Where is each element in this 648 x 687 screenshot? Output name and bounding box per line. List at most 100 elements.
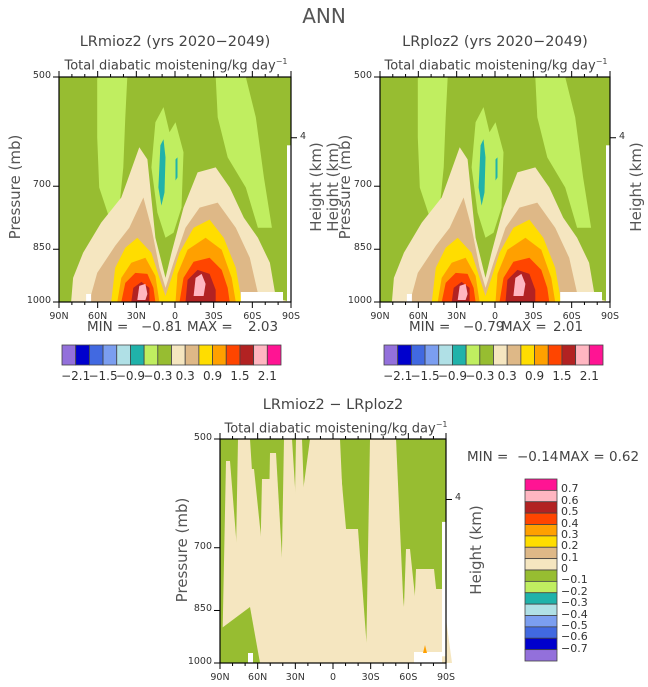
colorbar-label: 0.4 [561, 516, 579, 530]
colorbar-swatch [524, 501, 558, 514]
colorbar-label: −1.5 [410, 369, 440, 383]
subtitle-text: Total diabatic moistening/kg day [224, 421, 436, 437]
contour-level-neg0.2 [535, 77, 592, 228]
contour-level-0.7 [193, 273, 206, 296]
contour-level-0.4 [423, 645, 427, 653]
contour-level-0.7 [457, 283, 468, 300]
y-axis-label-right-outer: Height (km) [627, 142, 645, 232]
x-tick-label: 90N [49, 311, 69, 322]
colorbar-swatch [547, 344, 563, 366]
subtitle-superscript: −1 [275, 57, 288, 66]
min-label: MIN = [409, 319, 451, 335]
colorbar-label: 0.2 [561, 539, 579, 553]
colorbar-swatch [524, 489, 558, 503]
colorbar-swatch [212, 344, 227, 366]
y-tick-label: 700 [32, 179, 51, 191]
x-tick-label: 60N [88, 311, 108, 322]
colorbar-label: 0.3 [561, 527, 579, 541]
subtitle-text: Total diabatic moistening/kg day [64, 58, 276, 74]
max-value: 2.03 [248, 319, 279, 335]
colorbar-swatch [479, 344, 494, 366]
missing-data-region [248, 653, 253, 663]
y-tick-label: 500 [32, 70, 51, 81]
contour-plot [214, 433, 452, 669]
missing-data-region [86, 294, 92, 302]
min-value: −0.81 [141, 319, 183, 335]
panel-title: LRploz2 (yrs 2020−2049) [402, 34, 588, 50]
colorbar-swatch [383, 344, 399, 366]
x-tick-label: 0 [329, 672, 337, 683]
y-tick-label: 500 [353, 70, 372, 81]
colorbar-swatch [524, 603, 558, 616]
colorbar-swatch [253, 344, 268, 366]
x-tick-label: 60S [399, 672, 418, 683]
contour-level-0.1 [378, 439, 410, 663]
colorbar-swatch [239, 344, 255, 366]
colorbar-swatch [61, 344, 77, 366]
panel-title: LRmioz2 (yrs 2020−2049) [79, 34, 271, 50]
colorbar-label: 0.3 [175, 369, 195, 383]
colorbar-swatch [506, 344, 522, 366]
colorbar-swatch [130, 344, 145, 366]
colorbar-swatch [524, 558, 558, 571]
missing-data-region [414, 652, 442, 663]
x-tick-label: 30N [447, 311, 467, 322]
contour-level-0.1 [426, 589, 452, 663]
missing-data-region [606, 145, 610, 302]
min-value: −0.79 [463, 319, 505, 335]
figure-title: ANN [302, 4, 346, 28]
colorbar-label: −0.9 [115, 369, 145, 383]
y-tick-label: 700 [193, 540, 212, 552]
max-value: 0.62 [609, 449, 640, 465]
colorbar-label: −0.5 [561, 618, 588, 632]
colorbar-label: −0.1 [561, 573, 588, 587]
colorbar-swatch [524, 569, 558, 582]
colorbar-label: −2.1 [61, 369, 91, 383]
x-tick-label: 0 [171, 311, 179, 322]
colorbar-vertical [524, 478, 558, 662]
colorbar-swatch [493, 344, 508, 366]
y-tick-label: 850 [353, 242, 372, 254]
colorbar-label: −2.1 [383, 369, 413, 383]
colorbar-swatch [143, 344, 159, 366]
colorbar-swatch [198, 344, 213, 366]
missing-data-region [287, 145, 291, 302]
subtitle-superscript: −1 [595, 57, 608, 66]
x-tick-label: 60N [408, 311, 428, 322]
x-tick-label: 30N [126, 311, 146, 322]
colorbar-swatch [397, 344, 412, 366]
contour-level-0.7 [513, 273, 526, 296]
colorbar [61, 344, 282, 366]
colorbar-swatch [88, 344, 104, 366]
x-tick-label: 30S [524, 311, 543, 322]
colorbar-swatch [524, 592, 558, 605]
x-tick-label: 90S [436, 672, 456, 683]
subtitle-text: Total diabatic moistening/kg day [384, 58, 596, 74]
panel-title: LRmioz2 − LRploz2 [262, 397, 404, 413]
colorbar-label: 1.5 [552, 369, 572, 383]
colorbar-swatch [575, 344, 590, 366]
contour-level-neg0.1 [220, 607, 260, 663]
contour-level-0.1 [292, 439, 344, 663]
y-axis-label-right: Height (km) [467, 505, 485, 595]
colorbar-swatch [524, 649, 558, 662]
colorbar-swatch [171, 344, 186, 366]
colorbar-swatch [534, 344, 549, 366]
colorbar-label: −0.2 [561, 584, 588, 598]
contour-level-neg0.3 [495, 157, 498, 181]
min-value: −0.14 [517, 449, 559, 465]
x-tick-label: 30N [285, 672, 305, 683]
colorbar-label: −0.4 [561, 607, 588, 621]
y-tick-label: 850 [193, 603, 212, 615]
colorbar-label: 0.5 [561, 505, 579, 519]
colorbar-swatch [438, 344, 453, 366]
colorbar-label: 0.9 [525, 369, 545, 383]
colorbar-label: 0.1 [561, 550, 579, 564]
contour-plot [374, 71, 616, 308]
x-tick-label: 60S [562, 311, 581, 322]
colorbar-label: 0.9 [203, 369, 223, 383]
colorbar-swatch [524, 546, 558, 560]
y-axis-label: Pressure (mb) [6, 134, 24, 240]
contour-level-neg0.2 [151, 107, 184, 238]
colorbar-swatch [424, 344, 440, 366]
